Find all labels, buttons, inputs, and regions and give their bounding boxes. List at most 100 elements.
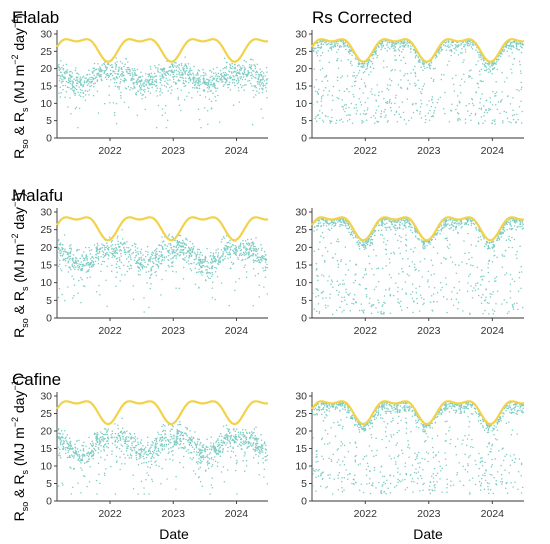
rs-point [212,92,214,95]
rs-point [125,68,127,71]
rs-point [416,297,418,300]
rs-point [433,110,436,112]
rs-point [148,87,150,90]
rs-point [394,97,397,99]
rs-point [502,120,504,122]
rs-point [192,470,195,472]
rs-point [72,89,74,92]
rs-point [478,51,480,54]
rs-point [392,294,395,297]
rs-point [397,239,399,242]
rs-point [87,270,90,272]
rs-point [419,113,421,115]
rs-point [106,75,108,77]
rs-point [370,242,372,244]
rs-point [147,251,149,253]
rs-point [356,237,358,239]
rs-point [260,83,263,85]
rs-point [407,46,409,48]
rs-point [93,263,95,266]
rs-point [168,451,170,453]
rs-point [325,307,327,309]
rs-point [245,249,248,252]
rs-point [337,263,340,265]
rs-point [394,54,396,57]
rs-point [155,78,157,81]
rs-point [396,227,399,229]
rs-point [444,223,446,225]
rs-point [117,428,120,430]
rs-point [482,58,484,60]
rs-point [364,267,367,270]
rs-point [137,273,140,276]
rs-point [209,448,211,450]
rs-point [259,79,262,81]
rs-point [196,71,199,73]
rs-point [519,223,522,226]
rs-point [242,459,244,462]
rs-point [102,437,105,439]
rs-point [365,119,368,121]
rs-point [514,121,517,124]
rs-point [457,118,459,120]
rs-point [131,449,133,452]
rs-point [117,85,119,88]
rs-point [124,63,126,66]
rs-point [264,266,267,268]
rs-point [195,257,198,259]
rs-point [516,47,518,50]
rs-point [244,264,246,267]
rs-point [115,102,118,105]
rs-point [488,63,491,65]
rs-point [398,49,400,52]
rs-point [163,70,166,72]
rs-point [221,75,224,77]
rs-point [180,64,183,67]
rs-point [117,440,120,442]
rs-point [92,72,94,74]
rs-point [406,219,408,221]
rs-point [263,250,266,253]
rs-point [346,114,348,116]
rs-point [485,296,487,298]
rs-point [175,69,178,72]
rs-point [401,44,403,47]
rs-point [496,256,498,258]
rs-point [382,60,385,62]
rs-point [462,310,464,312]
rs-point [220,282,223,284]
rs-point [339,119,341,121]
rs-point [158,465,160,468]
rs-point [449,49,451,52]
rs-point [521,46,523,49]
rs-point [75,67,77,69]
rs-point [349,309,352,312]
rs-point [206,86,209,89]
rs-point [453,286,455,289]
rs-point [245,442,247,445]
rs-point [217,260,220,262]
rs-point [342,108,345,111]
rs-point [334,45,337,48]
rs-point [395,59,398,61]
rs-point [157,70,159,73]
rs-point [212,254,215,256]
rs-point [188,255,191,258]
rs-point [61,269,63,272]
rs-point [100,255,102,258]
rs-points [56,56,269,129]
rs-point [265,66,268,69]
rs-point [185,252,188,254]
rs-point [411,231,414,234]
rs-point [453,47,455,50]
rs-point [197,108,200,111]
rs-point [384,226,386,229]
rs-point [127,265,129,267]
rs-point [119,82,121,84]
rs-point [491,68,494,70]
rs-point [109,72,112,75]
rs-point [193,65,195,68]
rs-point [361,309,363,312]
rs-point [233,78,235,81]
rs-point [191,458,193,461]
